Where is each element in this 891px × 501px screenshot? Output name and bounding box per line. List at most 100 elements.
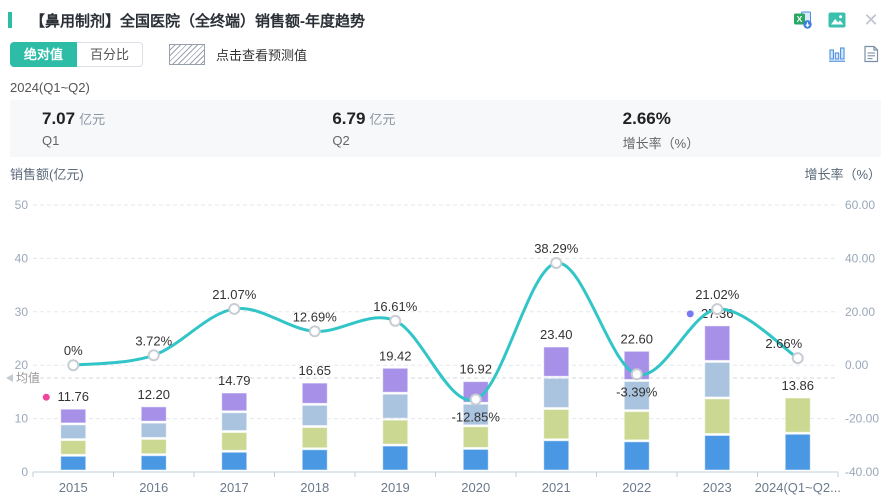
bar-segment-2021-q1[interactable] xyxy=(543,440,570,471)
x-axis-label-2022: 2022 xyxy=(622,480,651,495)
bar-segment-2015-q2[interactable] xyxy=(60,440,87,455)
bar-segment-2016-q3[interactable] xyxy=(140,422,167,438)
bar-segment-2021-q3[interactable] xyxy=(543,377,570,409)
bar-segment-2015-q1[interactable] xyxy=(60,455,87,471)
bar-segment-2018-q2[interactable] xyxy=(301,427,328,449)
stat-q1-unit: 亿元 xyxy=(79,112,106,127)
stat-growth-label: 增长率（%） xyxy=(622,136,700,151)
line-marker-2023[interactable] xyxy=(711,303,724,316)
line-marker-2022[interactable] xyxy=(630,368,643,381)
bar-segment-2020-q1[interactable] xyxy=(462,448,489,471)
bar-value-label: 12.20 xyxy=(137,387,170,402)
bar-segment-2017-q3[interactable] xyxy=(221,412,248,432)
bar-segment-2024(Q1~Q2...-q2[interactable] xyxy=(784,397,811,433)
left-axis-title: 销售额(亿元) xyxy=(10,167,84,182)
bar-segment-2021-q4[interactable] xyxy=(543,346,570,377)
bar-segment-2016-q2[interactable] xyxy=(140,438,167,455)
bar-segment-2020-q2[interactable] xyxy=(462,426,489,448)
stat-q2-value: 6.79 xyxy=(332,109,366,128)
bar-segment-2018-q1[interactable] xyxy=(301,449,328,471)
stat-growth-value: 2.66% xyxy=(622,109,671,128)
bar-segment-2022-q1[interactable] xyxy=(623,441,650,471)
growth-label: 12.69% xyxy=(293,309,338,324)
growth-label: 3.72% xyxy=(135,333,172,348)
left-axis-tick: 20 xyxy=(15,358,29,372)
bar-segment-2023-q2[interactable] xyxy=(704,398,731,434)
mean-collapse-arrow-icon[interactable] xyxy=(6,374,13,383)
image-export-icon[interactable] xyxy=(827,10,847,30)
forecast-hatch-swatch[interactable] xyxy=(169,43,206,65)
page-title: 【鼻用制剂】全国医院（全终端）销售额-年度趋势 xyxy=(30,12,365,30)
bar-segment-2019-q3[interactable] xyxy=(382,393,409,419)
left-axis-tick: 0 xyxy=(21,465,28,479)
growth-label: 21.07% xyxy=(212,287,257,302)
stat-q2-unit: 亿元 xyxy=(369,112,396,127)
line-marker-2019[interactable] xyxy=(389,314,402,327)
x-axis-label-2018: 2018 xyxy=(300,480,329,495)
bar-segment-2017-q1[interactable] xyxy=(221,451,248,471)
mean-line-label: 均值 xyxy=(16,370,40,385)
bar-chart-view-icon[interactable] xyxy=(827,44,847,64)
report-view-icon[interactable] xyxy=(861,44,881,64)
close-icon[interactable]: ✕ xyxy=(863,10,879,30)
line-marker-2024(Q1~Q2...[interactable] xyxy=(791,352,804,365)
line-marker-2021[interactable] xyxy=(550,256,563,269)
right-axis-tick: 0.00 xyxy=(845,358,869,372)
bar-value-label: 19.42 xyxy=(379,348,412,363)
growth-label: -12.85% xyxy=(452,410,501,425)
bar-segment-2023-q4[interactable] xyxy=(704,325,731,361)
line-marker-2020[interactable] xyxy=(469,393,482,406)
tab-percentage[interactable]: 百分比 xyxy=(77,41,144,67)
summary-stats-panel: 7.07 亿元 Q1 6.79 亿元 Q2 2.66% 增长率（%） xyxy=(10,100,881,157)
bar-segment-2024(Q1~Q2...-q1[interactable] xyxy=(784,433,811,471)
line-marker-2015[interactable] xyxy=(67,359,80,372)
bar-segment-2019-q4[interactable] xyxy=(382,367,409,393)
bar-segment-2017-q2[interactable] xyxy=(221,432,248,451)
svg-text:X: X xyxy=(797,14,803,24)
line-marker-2016[interactable] xyxy=(147,349,160,362)
x-axis-label-2020: 2020 xyxy=(461,480,490,495)
bar-segment-2023-q3[interactable] xyxy=(704,361,731,398)
x-axis-label-2016: 2016 xyxy=(139,480,168,495)
bar-value-label: 22.60 xyxy=(620,331,653,346)
bar-segment-2019-q1[interactable] xyxy=(382,445,409,471)
left-axis-tick: 10 xyxy=(15,412,29,426)
growth-label: 2.66% xyxy=(765,336,802,351)
bar-segment-2016-q1[interactable] xyxy=(140,455,167,471)
left-axis-tick: 40 xyxy=(15,251,29,265)
bar-segment-2022-q2[interactable] xyxy=(623,411,650,441)
excel-export-icon[interactable]: X xyxy=(793,10,813,30)
stat-q2: 6.79 亿元 Q2 xyxy=(300,109,590,148)
bar-segment-2021-q2[interactable] xyxy=(543,409,570,440)
bar-segment-2023-q1[interactable] xyxy=(704,434,731,471)
bar-segment-2017-q4[interactable] xyxy=(221,392,248,412)
bar-segment-2015-q4[interactable] xyxy=(60,408,87,424)
x-axis-label-2015: 2015 xyxy=(59,480,88,495)
line-marker-2017[interactable] xyxy=(228,302,241,315)
bar-segment-2016-q4[interactable] xyxy=(140,406,167,422)
bar-segment-2022-q3[interactable] xyxy=(623,380,650,411)
trend-chart: 均值 11.76 12.20 14.79 16.65 19.42 16.92 23.40 22.… xyxy=(6,167,881,495)
stat-q2-label: Q2 xyxy=(332,133,350,148)
x-axis-label-2017: 2017 xyxy=(220,480,249,495)
bar-segment-2015-q3[interactable] xyxy=(60,424,87,440)
stat-q1-label: Q1 xyxy=(42,133,60,148)
title-accent-bar xyxy=(8,12,12,28)
growth-label: 38.29% xyxy=(534,241,579,256)
right-axis-tick: -40.00 xyxy=(845,465,879,479)
growth-label: 21.02% xyxy=(695,287,740,302)
toolbar: 绝对值 百分比 点击查看预测值 xyxy=(10,41,881,67)
bar-segment-2019-q2[interactable] xyxy=(382,419,409,445)
annotation-dot xyxy=(42,393,50,401)
x-axis-label-2019: 2019 xyxy=(381,480,410,495)
left-axis-tick: 30 xyxy=(15,305,29,319)
tab-absolute-value[interactable]: 绝对值 xyxy=(10,41,78,67)
bar-segment-2018-q3[interactable] xyxy=(301,404,328,427)
x-axis-label-2024(Q1~Q2...: 2024(Q1~Q2... xyxy=(755,480,841,495)
bar-segment-2018-q4[interactable] xyxy=(301,382,328,404)
bar-value-label: 16.92 xyxy=(459,362,492,377)
line-marker-2018[interactable] xyxy=(308,325,321,338)
forecast-hint-label[interactable]: 点击查看预测值 xyxy=(216,47,308,63)
right-axis-tick: -20.00 xyxy=(845,412,879,426)
